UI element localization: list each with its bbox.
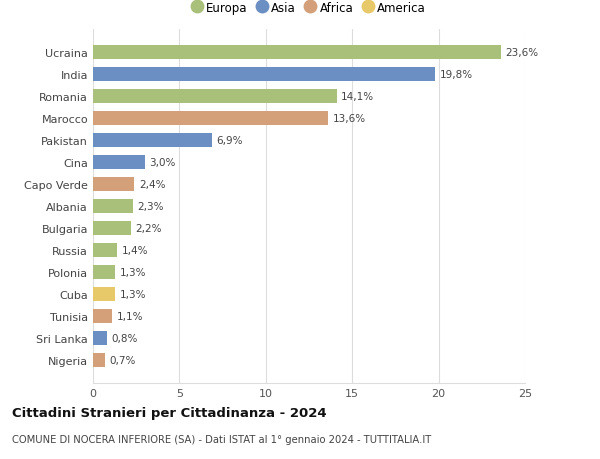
Text: 1,4%: 1,4% — [122, 246, 148, 255]
Bar — [93, 156, 145, 170]
Bar — [93, 353, 105, 367]
Text: 6,9%: 6,9% — [217, 136, 243, 146]
Text: 3,0%: 3,0% — [149, 158, 176, 168]
Bar — [93, 134, 212, 148]
Text: 23,6%: 23,6% — [505, 48, 538, 58]
Bar — [93, 221, 131, 235]
Bar — [93, 287, 115, 302]
Bar — [93, 309, 112, 323]
Bar — [93, 46, 501, 60]
Text: 2,4%: 2,4% — [139, 179, 165, 190]
Text: 1,3%: 1,3% — [120, 267, 146, 277]
Bar — [93, 199, 133, 214]
Text: 2,3%: 2,3% — [137, 202, 164, 212]
Text: 14,1%: 14,1% — [341, 92, 374, 102]
Bar — [93, 178, 134, 192]
Bar — [93, 68, 435, 82]
Bar — [93, 112, 328, 126]
Bar — [93, 265, 115, 280]
Text: COMUNE DI NOCERA INFERIORE (SA) - Dati ISTAT al 1° gennaio 2024 - TUTTITALIA.IT: COMUNE DI NOCERA INFERIORE (SA) - Dati I… — [12, 434, 431, 444]
Bar — [93, 90, 337, 104]
Text: 0,7%: 0,7% — [109, 355, 136, 365]
Text: 0,8%: 0,8% — [111, 333, 137, 343]
Bar — [93, 331, 107, 345]
Text: 13,6%: 13,6% — [332, 114, 365, 124]
Text: 2,2%: 2,2% — [136, 224, 162, 234]
Legend: Europa, Asia, Africa, America: Europa, Asia, Africa, America — [187, 0, 431, 19]
Bar — [93, 243, 117, 257]
Text: Cittadini Stranieri per Cittadinanza - 2024: Cittadini Stranieri per Cittadinanza - 2… — [12, 406, 326, 419]
Text: 1,1%: 1,1% — [116, 311, 143, 321]
Text: 19,8%: 19,8% — [439, 70, 473, 80]
Text: 1,3%: 1,3% — [120, 289, 146, 299]
